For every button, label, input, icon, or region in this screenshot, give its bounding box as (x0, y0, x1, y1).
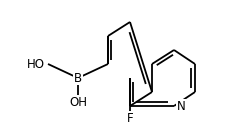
Text: N: N (176, 100, 185, 113)
Text: F: F (126, 112, 133, 125)
Text: OH: OH (69, 96, 87, 109)
Text: B: B (74, 72, 82, 85)
Text: HO: HO (27, 57, 45, 70)
